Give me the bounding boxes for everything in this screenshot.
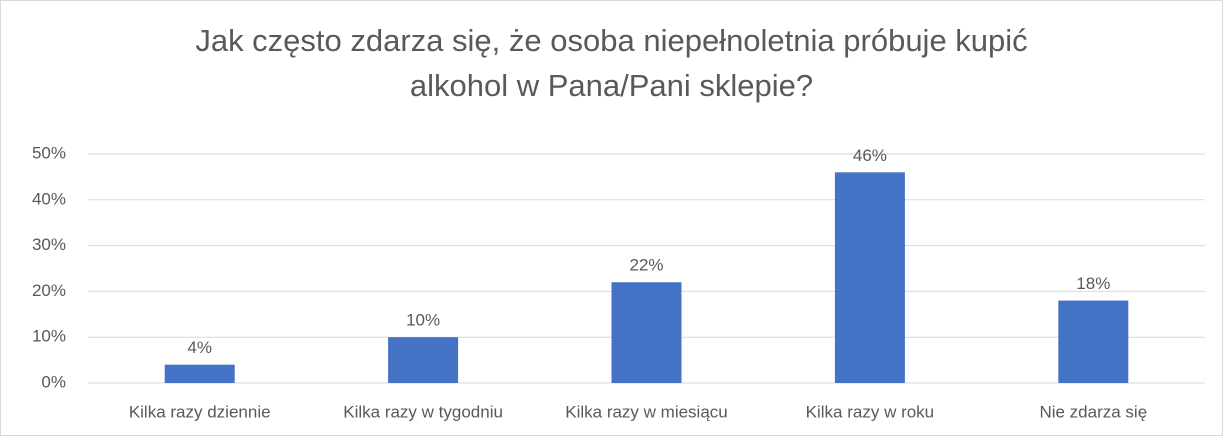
x-tick-label: Kilka razy w tygodniu: [343, 402, 503, 421]
bar: [834, 172, 905, 383]
bar: [611, 282, 682, 383]
x-tick-label: Nie zdarza się: [1039, 402, 1147, 421]
y-tick-label: 30%: [32, 235, 66, 254]
bar: [164, 364, 235, 383]
data-label: 18%: [1076, 274, 1110, 293]
y-tick-label: 50%: [32, 143, 66, 162]
chart-title: Jak często zdarza się, że osoba niepełno…: [195, 23, 1028, 103]
x-tick-label: Kilka razy w roku: [806, 402, 934, 421]
data-label: 22%: [629, 256, 663, 275]
bar: [388, 337, 459, 383]
data-label: 46%: [853, 146, 887, 165]
data-label: 10%: [406, 311, 440, 330]
y-tick-label: 10%: [32, 327, 66, 346]
data-label: 4%: [187, 338, 212, 357]
y-tick-label: 0%: [41, 372, 66, 391]
bar: [1058, 300, 1129, 383]
x-tick-label: Kilka razy dziennie: [129, 402, 271, 421]
y-tick-label: 20%: [32, 281, 66, 300]
y-tick-label: 40%: [32, 189, 66, 208]
x-tick-label: Kilka razy w miesiącu: [565, 402, 728, 421]
